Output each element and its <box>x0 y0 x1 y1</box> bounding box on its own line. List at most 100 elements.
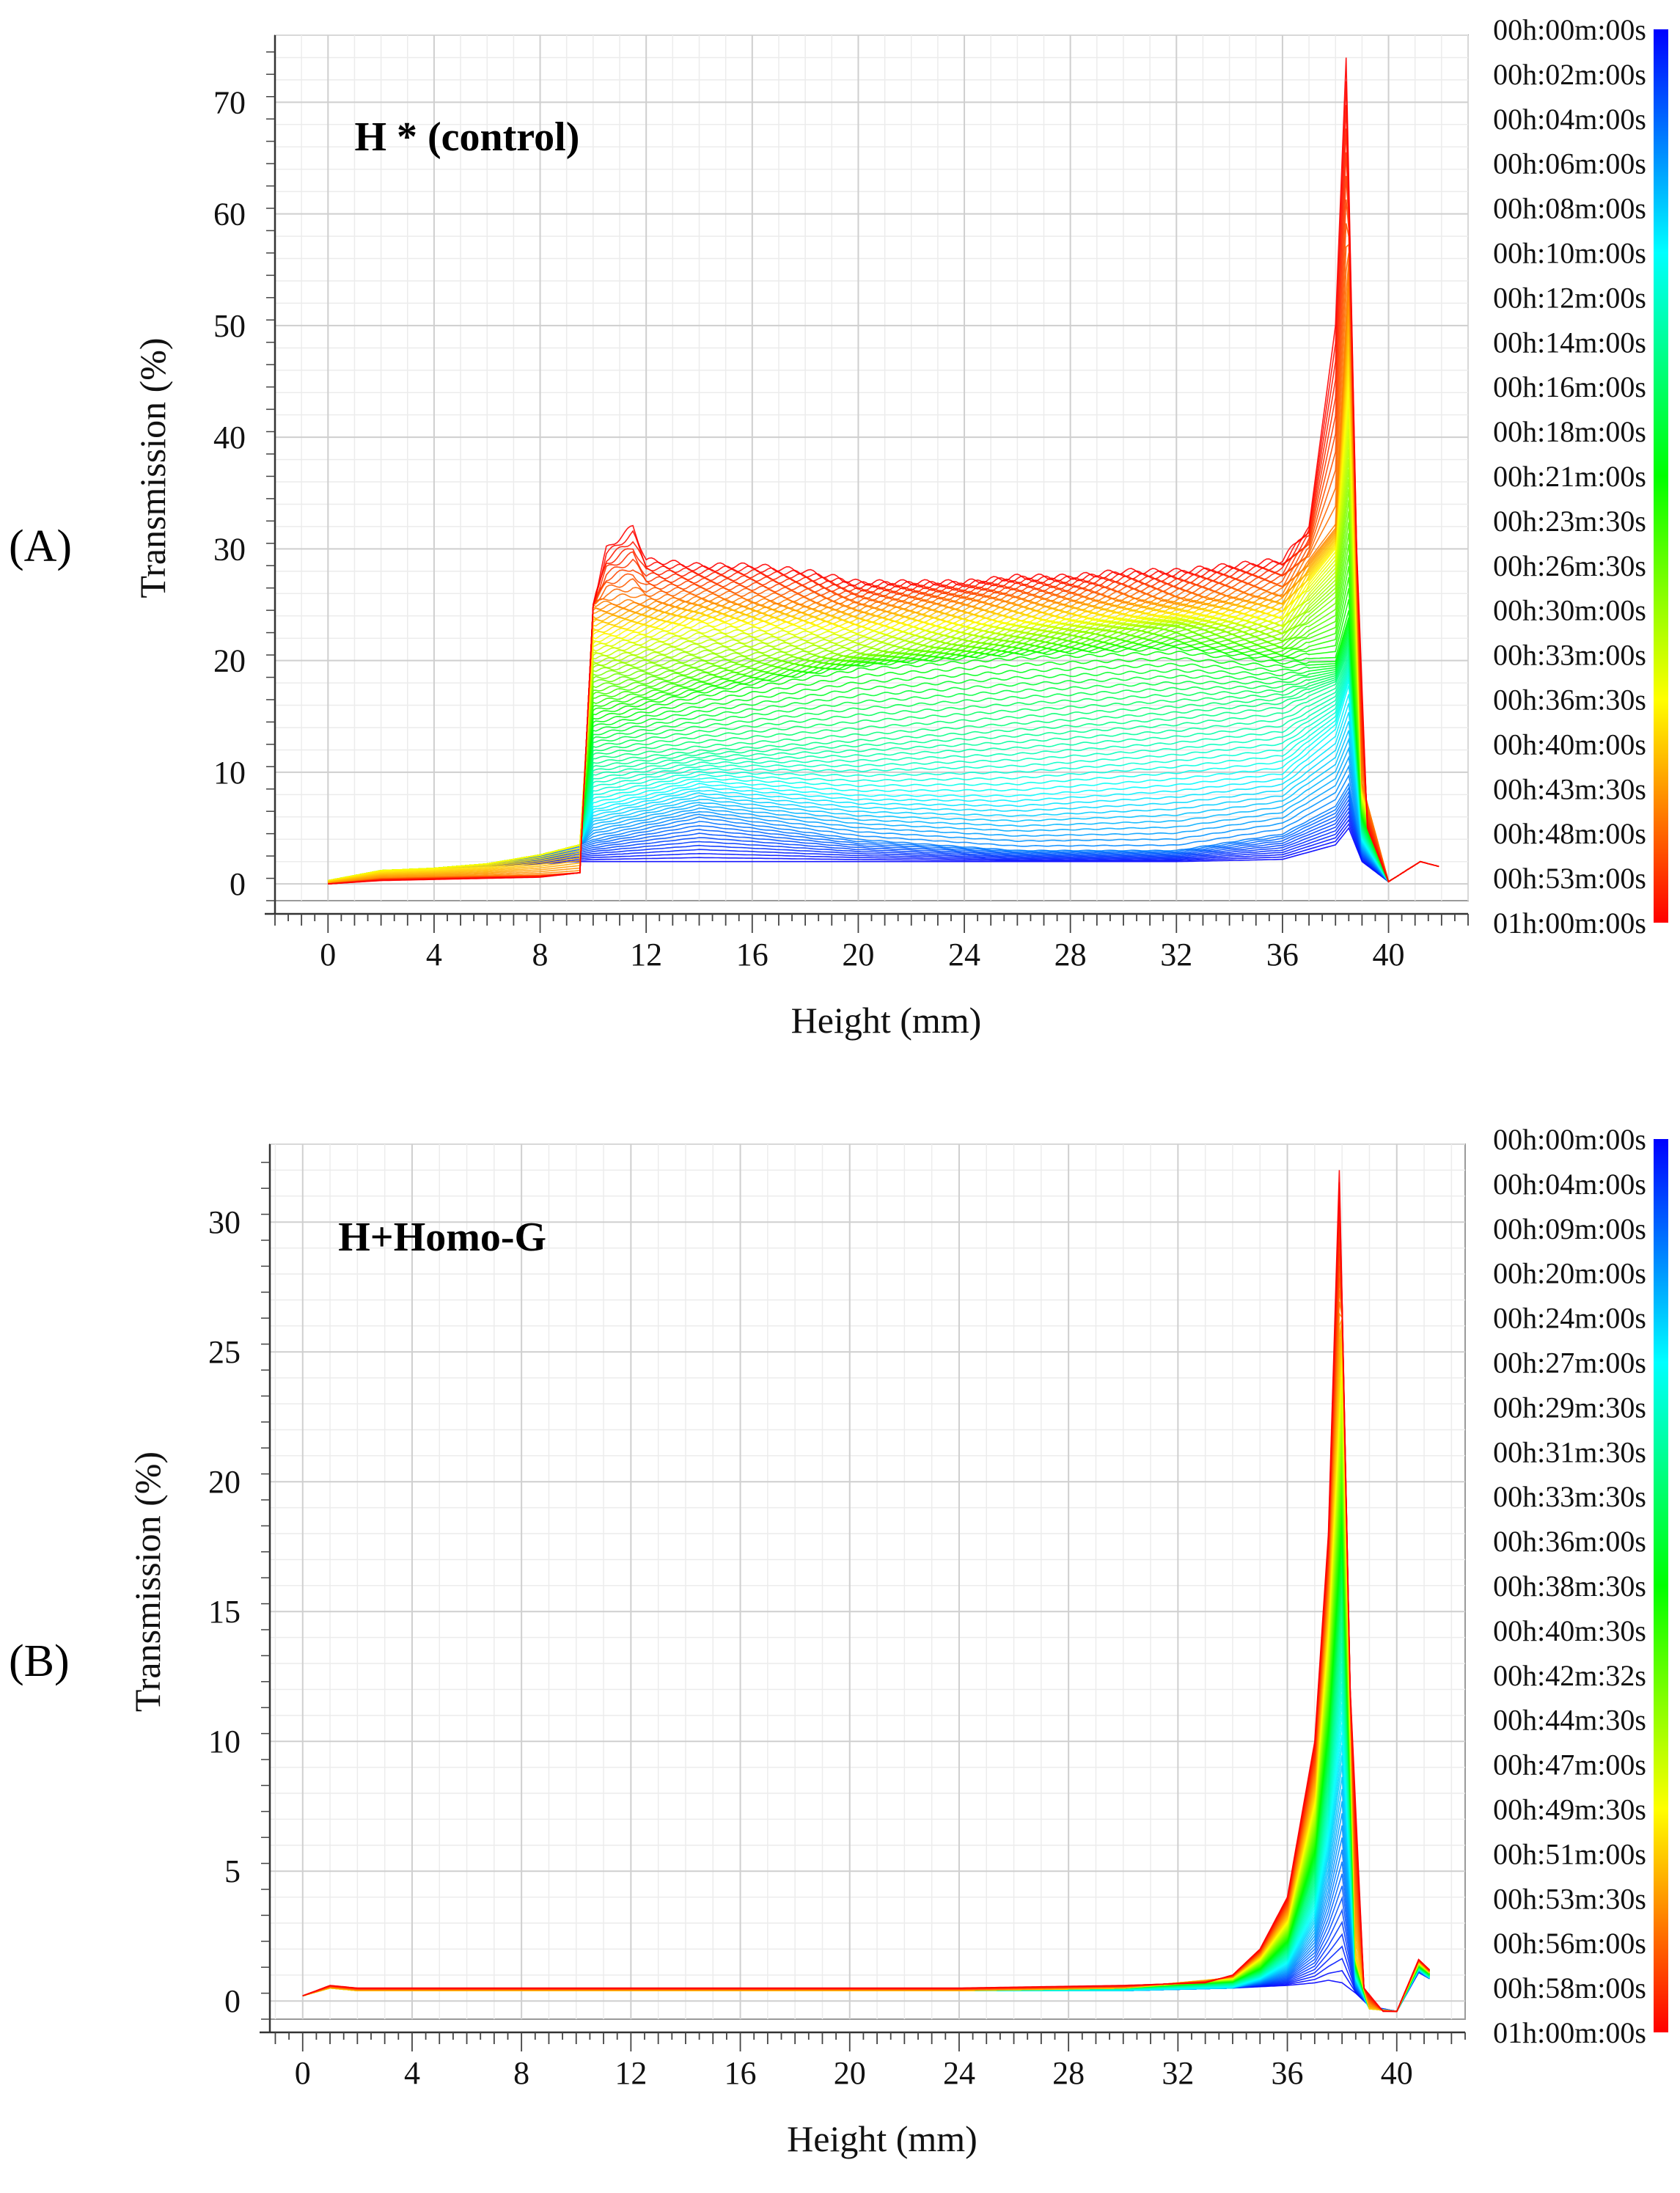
chart-a-x-tick-label: 24 <box>948 937 980 973</box>
chart-a-panel-letter: (A) <box>9 521 72 571</box>
chart-b-legend-entry: 00h:04m:00s <box>1493 1168 1646 1201</box>
chart-a-x-axis-label: Height (mm) <box>791 1000 982 1041</box>
chart-b-legend-entry: 00h:09m:00s <box>1493 1212 1646 1245</box>
chart-b-legend-entry: 00h:56m:00s <box>1493 1927 1646 1960</box>
chart-a-legend-entry: 00h:53m:00s <box>1493 862 1646 895</box>
chart-a-legend-entry: 00h:21m:00s <box>1493 460 1646 493</box>
chart-a-legend-entry: 00h:40m:00s <box>1493 728 1646 761</box>
chart-b-y-axis-label: Transmission (%) <box>127 1451 168 1712</box>
chart-b-legend-entry: 00h:38m:30s <box>1493 1570 1646 1603</box>
chart-a-legend-entry: 00h:14m:00s <box>1493 326 1646 359</box>
chart-b-colorbar <box>1654 1139 1668 2032</box>
chart-a-title: H * (control) <box>354 114 579 160</box>
chart-a-x-tick-label: 20 <box>842 937 874 973</box>
chart-a-y-axis-label: Transmission (%) <box>132 337 173 598</box>
chart-a-series-line <box>328 329 1439 883</box>
chart-a-legend-entry: 01h:00m:00s <box>1493 907 1646 940</box>
chart-b-x-tick-label: 36 <box>1272 2055 1304 2091</box>
chart-b-svg: 0 4 8 12 16 20 24 28 32 36 40 0 5 10 15 20 25 30 Height (m… <box>9 1123 1668 2159</box>
chart-a-legend-entry: 00h:10m:00s <box>1493 237 1646 270</box>
chart-b-x-tick-label: 20 <box>834 2055 866 2091</box>
chart-b-legend-entry: 00h:40m:30s <box>1493 1614 1646 1647</box>
chart-b-legend-entry: 00h:29m:30s <box>1493 1391 1646 1424</box>
chart-a-y-tick-label: 50 <box>213 308 246 344</box>
chart-b-series-line-01h-00m-00s <box>302 1170 1431 2013</box>
chart-a-x-tick-label: 12 <box>630 937 662 973</box>
chart-b-legend-entry: 00h:20m:00s <box>1493 1257 1646 1290</box>
chart-a-legend-entry: 00h:12m:00s <box>1493 281 1646 314</box>
chart-b-legend-entry: 00h:00m:00s <box>1493 1123 1646 1156</box>
chart-b-y-tick-label: 30 <box>208 1204 241 1240</box>
chart-a-x-tick-label: 32 <box>1160 937 1192 973</box>
chart-a-legend-entry: 00h:08m:00s <box>1493 192 1646 225</box>
chart-b-legend-entry: 00h:49m:30s <box>1493 1793 1646 1826</box>
chart-a-legend-entry: 00h:30m:00s <box>1493 594 1646 627</box>
chart-b-series-group <box>302 1170 1431 2013</box>
chart-a-x-tick-label: 40 <box>1373 937 1405 973</box>
chart-a-legend-entry: 00h:02m:00s <box>1493 58 1646 91</box>
chart-b-legend-entry: 00h:27m:00s <box>1493 1347 1646 1380</box>
chart-b-plot-area <box>269 1143 1466 2020</box>
chart-b-x-tick-label: 28 <box>1052 2055 1085 2091</box>
chart-b-x-tick-label: 32 <box>1162 2055 1194 2091</box>
chart-a-y-tick-label: 30 <box>213 531 246 567</box>
chart-a-legend-entry: 00h:00m:00s <box>1493 13 1646 46</box>
chart-a-y-tick-label: 40 <box>213 420 246 455</box>
chart-a-legend-entry: 00h:06m:00s <box>1493 147 1646 180</box>
chart-b-x-tick-label: 12 <box>615 2055 647 2091</box>
chart-b-y-tick-label: 0 <box>224 1983 241 2019</box>
chart-a-y-tick-label: 0 <box>230 866 246 902</box>
chart-b-legend-entry: 00h:51m:00s <box>1493 1837 1646 1870</box>
chart-b-x-axis-label: Height (mm) <box>787 2118 977 2159</box>
chart-b-legend-entry: 00h:33m:30s <box>1493 1480 1646 1513</box>
chart-a-series-group <box>328 57 1439 885</box>
chart-b-legend-entry: 01h:00m:00s <box>1493 2016 1646 2049</box>
chart-b-x-tick-label: 8 <box>513 2055 529 2091</box>
chart-b-legend-entry: 00h:44m:30s <box>1493 1704 1646 1737</box>
chart-a-plot-area <box>274 34 1469 901</box>
chart-a-legend-entry: 00h:18m:00s <box>1493 415 1646 448</box>
chart-a-y-tick-label: 60 <box>213 197 246 233</box>
chart-a-x-tick-label: 28 <box>1054 937 1087 973</box>
chart-panel-a: 0 4 8 12 16 20 24 28 32 36 40 0 10 20 30 40 50 60 70 Height… <box>0 0 1680 1096</box>
chart-a-x-tick-label: 16 <box>736 937 769 973</box>
chart-a-legend-entry: 00h:43m:30s <box>1493 772 1646 805</box>
chart-a-y-tick-label: 70 <box>213 84 246 120</box>
chart-b-x-tick-label: 4 <box>404 2055 420 2091</box>
chart-b-legend-entry: 00h:31m:30s <box>1493 1435 1646 1468</box>
chart-b-legend-entry: 00h:58m:00s <box>1493 1971 1646 2005</box>
chart-a-legend-entry: 00h:36m:30s <box>1493 684 1646 717</box>
chart-b-x-tick-label: 40 <box>1381 2055 1413 2091</box>
chart-b-legend-entry: 00h:36m:00s <box>1493 1525 1646 1558</box>
chart-a-legend-entry: 00h:23m:30s <box>1493 505 1646 538</box>
chart-b-legend-entry: 00h:47m:00s <box>1493 1749 1646 1782</box>
chart-b-legend-entry: 00h:53m:30s <box>1493 1882 1646 1915</box>
chart-a-x-tick-label: 36 <box>1266 937 1299 973</box>
chart-b-x-tick-label: 16 <box>725 2055 757 2091</box>
chart-a-y-tick-label: 20 <box>213 643 246 679</box>
chart-a-legend-entry: 00h:04m:00s <box>1493 103 1646 136</box>
chart-a-series-line <box>328 338 1439 883</box>
chart-b-y-tick-label: 10 <box>208 1724 241 1760</box>
chart-a-x-tick-label: 4 <box>426 937 442 973</box>
chart-b-y-tick-label: 25 <box>208 1334 241 1370</box>
chart-b-y-tick-label: 20 <box>208 1464 241 1500</box>
chart-panel-b: 0 4 8 12 16 20 24 28 32 36 40 0 5 10 15 20 25 30 Height (m… <box>0 1096 1680 2193</box>
chart-a-svg: 0 4 8 12 16 20 24 28 32 36 40 0 10 20 30 40 50 60 70 Height… <box>9 13 1668 1041</box>
chart-b-x-tick-label: 0 <box>295 2055 311 2091</box>
chart-a-series-line-01h-00m-00s <box>328 57 1439 885</box>
chart-a-legend-entry: 00h:16m:00s <box>1493 370 1646 403</box>
chart-b-y-tick-label: 5 <box>224 1853 241 1889</box>
chart-a-series-line <box>328 308 1439 884</box>
chart-b-x-tick-label: 24 <box>943 2055 975 2091</box>
chart-a-legend-entry: 00h:33m:00s <box>1493 639 1646 672</box>
chart-a-x-tick-label: 8 <box>532 937 549 973</box>
chart-b-title: H+Homo-G <box>338 1215 546 1260</box>
chart-a-y-tick-label: 10 <box>213 755 246 791</box>
chart-a-x-tick-label: 0 <box>320 937 336 973</box>
chart-a-series-line <box>328 368 1439 883</box>
chart-a-legend-entry: 00h:26m:30s <box>1493 549 1646 582</box>
chart-a-colorbar <box>1654 29 1668 923</box>
chart-b-panel-letter: (B) <box>9 1636 70 1686</box>
chart-a-legend-entry: 00h:48m:00s <box>1493 817 1646 850</box>
